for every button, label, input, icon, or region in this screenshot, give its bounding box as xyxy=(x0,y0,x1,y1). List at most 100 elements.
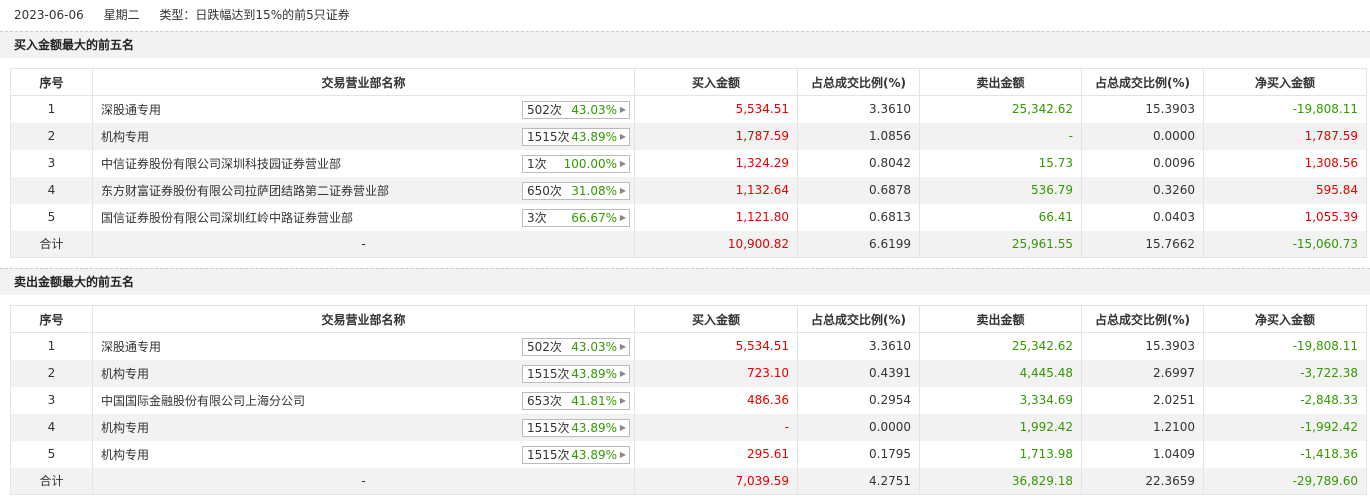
branch-stats-button[interactable]: 650次 31.08% ▶ xyxy=(522,181,630,200)
buy-amount: 5,534.51 xyxy=(634,332,798,360)
net-buy-amount: 1,055.39 xyxy=(1203,203,1367,231)
branch-win-rate: 43.89% xyxy=(571,129,617,144)
branch-name-link[interactable]: 国信证券股份有限公司深圳红岭中路证券营业部 xyxy=(101,210,354,225)
report-type: 类型：日跌幅达到15%的前5只证券 xyxy=(159,8,350,22)
sell-ratio: 0.0000 xyxy=(1081,122,1204,150)
branch-name-link[interactable]: 中信证券股份有限公司深圳科技园证券营业部 xyxy=(101,156,342,171)
branch-win-rate: 43.89% xyxy=(571,366,617,381)
col-header-sell-ratio: 占总成交比例(%) xyxy=(1081,68,1204,96)
sell-ratio: 1.0409 xyxy=(1081,440,1204,468)
branch-name-link[interactable]: 机构专用 xyxy=(101,420,150,435)
table-row: 4 东方财富证券股份有限公司拉萨团结路第二证券营业部 650次 31.08% ▶ 1,13… xyxy=(10,176,1367,204)
caret-right-icon: ▶ xyxy=(619,158,626,168)
col-header-index: 序号 xyxy=(10,305,93,333)
branch-trade-count: 502次 xyxy=(527,103,562,117)
col-header-sell-amount: 卖出金额 xyxy=(919,68,1082,96)
sell-section-title: 卖出金额最大的前五名 xyxy=(0,268,1370,295)
buy-ratio: 0.4391 xyxy=(797,359,920,387)
row-index: 5 xyxy=(10,440,93,468)
buy-ratio: 0.0000 xyxy=(797,413,920,441)
total-buy-amount: 10,900.82 xyxy=(634,230,798,258)
total-sell-amount: 36,829.18 xyxy=(919,467,1082,495)
buy-amount: 5,534.51 xyxy=(634,95,798,123)
table-row: 5 国信证券股份有限公司深圳红岭中路证券营业部 3次 66.67% ▶ 1,121.80 0… xyxy=(10,203,1367,231)
branch-name-link[interactable]: 东方财富证券股份有限公司拉萨团结路第二证券营业部 xyxy=(101,183,390,198)
branch-name-cell: 深股通专用 502次 43.03% ▶ xyxy=(92,332,635,360)
branch-name-cell: 东方财富证券股份有限公司拉萨团结路第二证券营业部 650次 31.08% ▶ xyxy=(92,176,635,204)
report-header: 2023-06-06 星期二 类型：日跌幅达到15%的前5只证券 xyxy=(0,0,1370,30)
branch-win-rate: 31.08% xyxy=(571,183,617,198)
total-label: 合计 xyxy=(10,230,93,258)
buy-amount: - xyxy=(634,413,798,441)
total-buy-ratio: 6.6199 xyxy=(797,230,920,258)
table-row: 4 机构专用 1515次 43.89% ▶ -0.0000 1,992.42 1.2100 -1… xyxy=(10,413,1367,441)
branch-name-link[interactable]: 深股通专用 xyxy=(101,102,162,117)
branch-name-link[interactable]: 深股通专用 xyxy=(101,339,162,354)
total-net-buy-amount: -29,789.60 xyxy=(1203,467,1367,495)
branch-win-rate: 43.03% xyxy=(571,340,617,354)
branch-stats-button[interactable]: 1515次 43.89% ▶ xyxy=(522,127,630,146)
branch-trade-count: 1515次 xyxy=(527,420,570,435)
row-index: 1 xyxy=(10,332,93,360)
buy-ratio: 1.0856 xyxy=(797,122,920,150)
row-index: 4 xyxy=(10,413,93,441)
sell-ratio: 0.0403 xyxy=(1081,203,1204,231)
branch-stats-button[interactable]: 653次 41.81% ▶ xyxy=(522,391,630,410)
total-buy-ratio: 4.2751 xyxy=(797,467,920,495)
branch-trade-count: 650次 xyxy=(527,183,562,198)
buy-amount: 1,121.80 xyxy=(634,203,798,231)
sell-amount: 4,445.48 xyxy=(919,359,1082,387)
table-row: 1 深股通专用 502次 43.03% ▶ 5,534.51 3.3610 25,342.62… xyxy=(10,332,1367,360)
caret-right-icon: ▶ xyxy=(619,342,626,351)
sell-amount: 66.41 xyxy=(919,203,1082,231)
branch-win-rate: 43.89% xyxy=(571,447,617,462)
col-header-buy-amount: 买入金额 xyxy=(634,68,798,96)
row-index: 5 xyxy=(10,203,93,231)
branch-stats-button[interactable]: 502次 43.03% ▶ xyxy=(522,101,630,119)
table-row: 3 中信证券股份有限公司深圳科技园证券营业部 1次 100.00% ▶ 1,324.29 0… xyxy=(10,149,1367,177)
buy-amount: 295.61 xyxy=(634,440,798,468)
table-header-row: 序号 交易营业部名称 买入金额 占总成交比例(%) 卖出金额 占总成交比例(%)… xyxy=(10,68,1367,96)
buy-ratio: 3.3610 xyxy=(797,95,920,123)
caret-right-icon: ▶ xyxy=(619,105,626,114)
branch-stats-button[interactable]: 1515次 43.89% ▶ xyxy=(522,445,630,464)
total-sell-amount: 25,961.55 xyxy=(919,230,1082,258)
buy-ratio: 3.3610 xyxy=(797,332,920,360)
sell-amount: 1,713.98 xyxy=(919,440,1082,468)
caret-right-icon: ▶ xyxy=(619,212,626,222)
branch-stats-button[interactable]: 3次 66.67% ▶ xyxy=(522,208,630,227)
sell-ratio: 2.6997 xyxy=(1081,359,1204,387)
col-header-branch: 交易营业部名称 xyxy=(92,68,635,96)
sell-ratio: 15.3903 xyxy=(1081,332,1204,360)
branch-name-link[interactable]: 机构专用 xyxy=(101,366,150,381)
col-header-sell-amount: 卖出金额 xyxy=(919,305,1082,333)
branch-name-cell: 中信证券股份有限公司深圳科技园证券营业部 1次 100.00% ▶ xyxy=(92,149,635,177)
sell-amount: 3,334.69 xyxy=(919,386,1082,414)
net-buy-amount: -1,992.42 xyxy=(1203,413,1367,441)
row-index: 4 xyxy=(10,176,93,204)
branch-stats-button[interactable]: 1515次 43.89% ▶ xyxy=(522,364,630,383)
net-buy-amount: -2,848.33 xyxy=(1203,386,1367,414)
sell-amount: 25,342.62 xyxy=(919,332,1082,360)
branch-trade-count: 1515次 xyxy=(527,366,570,381)
branch-name-cell: 国信证券股份有限公司深圳红岭中路证券营业部 3次 66.67% ▶ xyxy=(92,203,635,231)
branch-name-link[interactable]: 机构专用 xyxy=(101,129,150,144)
caret-right-icon: ▶ xyxy=(619,185,626,195)
total-buy-amount: 7,039.59 xyxy=(634,467,798,495)
net-buy-amount: -19,808.11 xyxy=(1203,332,1367,360)
branch-stats-button[interactable]: 1515次 43.89% ▶ xyxy=(522,418,630,437)
branch-win-rate: 66.67% xyxy=(571,210,617,225)
table-row: 2 机构专用 1515次 43.89% ▶ 1,787.59 1.0856-0.0000 1,… xyxy=(10,122,1367,150)
branch-win-rate: 43.89% xyxy=(571,420,617,435)
branch-name-link[interactable]: 中国国际金融股份有限公司上海分公司 xyxy=(101,393,306,408)
report-weekday: 星期二 xyxy=(103,8,140,22)
total-row: 合计 -7,039.59 4.2751 36,829.18 22.3659 -29,789… xyxy=(10,467,1367,495)
total-row: 合计 -10,900.82 6.6199 25,961.55 15.7662 -15,06… xyxy=(10,230,1367,258)
branch-stats-button[interactable]: 502次 43.03% ▶ xyxy=(522,338,630,356)
net-buy-amount: 1,787.59 xyxy=(1203,122,1367,150)
branch-stats-button[interactable]: 1次 100.00% ▶ xyxy=(522,154,630,173)
col-header-net-buy: 净买入金额 xyxy=(1203,305,1367,333)
sell-ratio: 0.3260 xyxy=(1081,176,1204,204)
branch-name-link[interactable]: 机构专用 xyxy=(101,447,150,462)
col-header-sell-ratio: 占总成交比例(%) xyxy=(1081,305,1204,333)
